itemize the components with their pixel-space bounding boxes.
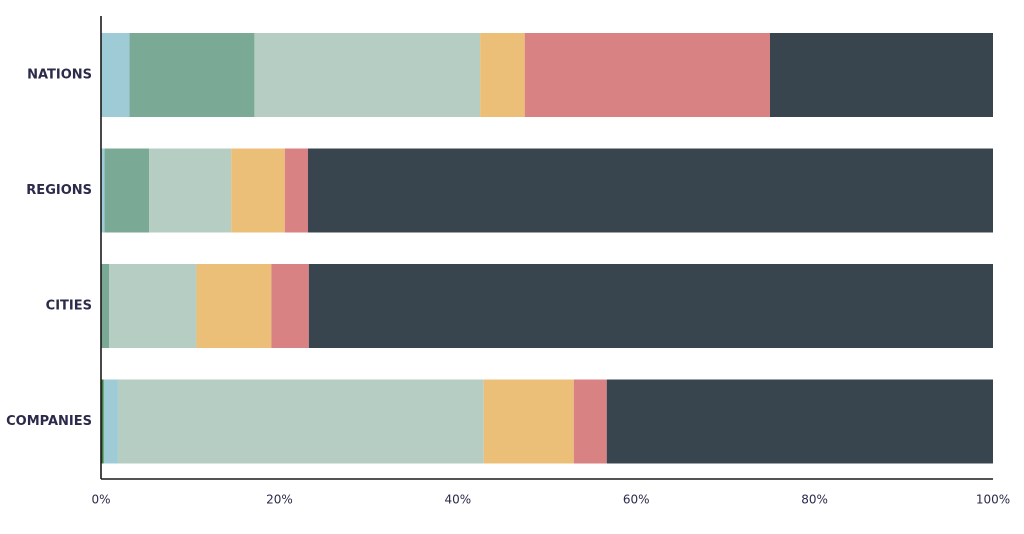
category-label-cities: CITIES bbox=[46, 299, 92, 314]
x-tick-label-40: 40% bbox=[444, 493, 471, 507]
bar-segment-cities-3 bbox=[109, 264, 197, 348]
bar-segment-regions-2 bbox=[104, 148, 150, 233]
x-tick-label-20: 20% bbox=[266, 493, 293, 507]
x-tick-label-0: 0% bbox=[91, 493, 110, 507]
category-label-nations: NATIONS bbox=[27, 68, 92, 83]
bar-row-companies bbox=[101, 379, 993, 464]
bar-segment-companies-5 bbox=[573, 379, 607, 464]
x-tick-label-80: 80% bbox=[801, 493, 828, 507]
bar-segment-cities-6 bbox=[308, 264, 993, 348]
bar-segment-nations-6 bbox=[770, 33, 993, 117]
bar-segment-companies-3 bbox=[117, 379, 484, 464]
bar-segment-cities-5 bbox=[271, 264, 309, 348]
bar-segment-nations-3 bbox=[254, 33, 481, 117]
x-tick-label-60: 60% bbox=[623, 493, 650, 507]
category-label-companies: COMPANIES bbox=[6, 414, 92, 429]
bar-segment-regions-6 bbox=[307, 148, 994, 233]
bar-segment-companies-4 bbox=[483, 379, 574, 464]
bar-segment-companies-1 bbox=[103, 379, 118, 464]
bars-group bbox=[101, 33, 994, 464]
bar-segment-regions-3 bbox=[149, 148, 232, 233]
x-tick-labels: 0% 20% 40% 60% 80% 100% bbox=[91, 493, 1010, 507]
bar-row-cities bbox=[101, 264, 993, 348]
bar-segment-nations-4 bbox=[480, 33, 525, 117]
bar-segment-nations-1 bbox=[101, 33, 130, 117]
bar-segment-companies-0 bbox=[101, 379, 104, 464]
bar-segment-cities-4 bbox=[196, 264, 272, 348]
bar-segment-cities-2 bbox=[101, 264, 110, 348]
bar-segment-nations-5 bbox=[524, 33, 770, 117]
bar-row-regions bbox=[101, 148, 994, 233]
x-tick-label-100: 100% bbox=[976, 493, 1010, 507]
bar-segment-regions-1 bbox=[101, 148, 105, 233]
category-labels: NATIONS REGIONS CITIES COMPANIES bbox=[6, 68, 92, 430]
bar-segment-nations-2 bbox=[129, 33, 255, 117]
bar-segment-regions-5 bbox=[284, 148, 308, 233]
bar-segment-companies-6 bbox=[606, 379, 993, 464]
bar-row-nations bbox=[101, 33, 993, 117]
category-label-regions: REGIONS bbox=[26, 183, 92, 198]
bar-segment-regions-4 bbox=[231, 148, 285, 233]
